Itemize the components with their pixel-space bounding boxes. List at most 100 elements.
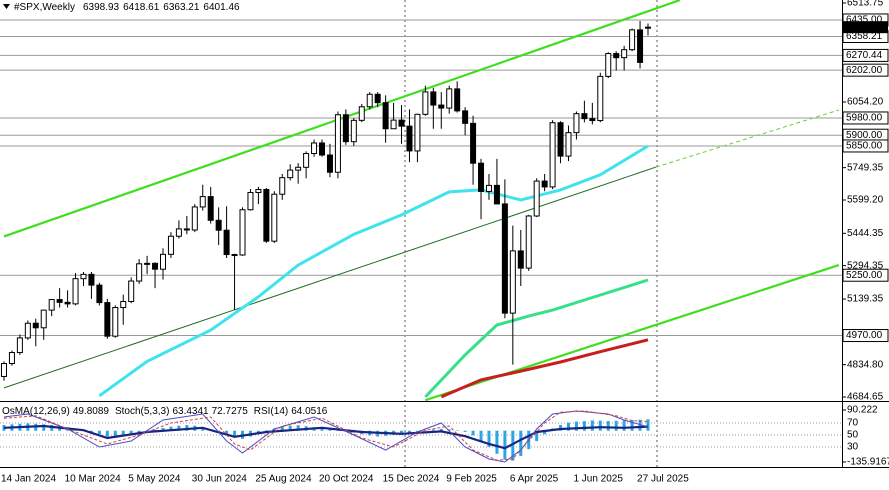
y-tick-label: 5599.20 (847, 195, 884, 206)
candle-body (621, 49, 628, 59)
candle-body (96, 284, 103, 304)
candle-body (152, 262, 159, 270)
trend-line (3, 0, 681, 238)
candle-body (485, 184, 492, 192)
candle-body (342, 114, 349, 143)
candle-body (557, 122, 564, 157)
candle-body (88, 273, 95, 286)
level-label: 5900.00 (846, 130, 883, 141)
osma-bar (463, 430, 467, 432)
candle-body (398, 119, 405, 127)
indicator-header-part: 49.8089 (73, 406, 110, 417)
candle-body (80, 273, 87, 280)
x-tick-label: 27 Jul 2025 (637, 474, 689, 485)
candle-body (32, 322, 39, 329)
level-label: 4970.00 (846, 330, 883, 341)
osma-bar (638, 419, 642, 431)
x-tick-label: 9 Feb 2025 (446, 474, 497, 485)
osma-bar (479, 430, 483, 442)
indicator-tick-label: 30 (847, 442, 859, 453)
x-tick-label: 30 Jun 2024 (192, 474, 247, 485)
candle-body (326, 154, 333, 173)
candle-body (104, 302, 111, 337)
osma-bar (113, 430, 117, 438)
candle-body (24, 322, 31, 339)
osma-bar (535, 430, 539, 442)
candle-body (382, 102, 389, 130)
candle-body (207, 196, 214, 221)
osma-bar (185, 424, 189, 431)
osma-bar (169, 426, 173, 431)
price-label-box (843, 21, 888, 34)
level-label: 5250.00 (846, 270, 883, 281)
candle-body (478, 162, 485, 192)
indicator-header: OsMA(12,26,9) 49.8089 Stoch(5,3,3) 63.4341 7… (2, 406, 328, 417)
candle-body (263, 188, 270, 242)
candle-body (199, 196, 206, 208)
low: 6363.21 (163, 2, 200, 13)
osma-bar (503, 430, 507, 460)
osma-bar (328, 428, 332, 431)
candle-body (223, 229, 230, 256)
level-label: 5980.00 (846, 113, 883, 124)
candle-body (319, 142, 326, 156)
osma-bar (543, 430, 547, 435)
candle-body (462, 110, 469, 124)
candle-body (581, 113, 588, 120)
candle-body (191, 206, 198, 231)
candle-body (525, 215, 532, 269)
candle-body (136, 263, 143, 282)
level-label: 6202.00 (846, 65, 883, 76)
osma-bar (105, 430, 109, 437)
osma-bar (137, 430, 141, 434)
osma-bar (471, 430, 475, 436)
osma-bar (233, 430, 237, 438)
osma-bar (177, 425, 181, 431)
candle-body (72, 278, 79, 305)
candle-body (589, 118, 596, 122)
level-label: 6270.44 (846, 50, 883, 61)
osma-bar (415, 430, 419, 432)
candle-body (613, 53, 620, 59)
osma-bar (431, 429, 435, 431)
candle-body (446, 88, 453, 109)
y-tick-label: 5444.35 (847, 228, 884, 239)
price-label: 6401.46 (846, 22, 883, 33)
moving-average (424, 278, 649, 398)
osma-tick-label: 90.222 (847, 405, 878, 416)
candle-body (167, 235, 174, 255)
x-tick-label: 5 May 2024 (128, 474, 181, 485)
price-plot (0, 0, 840, 401)
osma-bar (153, 429, 157, 431)
x-tick-label: 1 Jun 2025 (573, 474, 623, 485)
candle-body (271, 193, 278, 242)
indicator-header-part: Stoch(5,3,3) (115, 406, 169, 417)
candle-body (120, 300, 127, 309)
menu-icon[interactable] (3, 4, 10, 9)
osma-bar (296, 425, 300, 431)
candle-body (279, 177, 286, 195)
candle-body (303, 153, 310, 168)
candle-body (311, 142, 318, 155)
candle-body (64, 301, 71, 305)
osma-bar (89, 430, 93, 432)
osma-bar (280, 426, 284, 431)
candle-body (239, 209, 246, 256)
candle-body (406, 125, 413, 152)
open: 6398.93 (83, 2, 120, 13)
osma-bar (400, 430, 404, 434)
candle-body (183, 228, 190, 231)
candle-body (597, 75, 604, 122)
x-tick-label: 14 Jan 2024 (1, 474, 56, 485)
high: 6418.61 (123, 2, 160, 13)
osma-bar (646, 419, 650, 431)
osma-bar (582, 421, 586, 431)
indicator-header-part: 64.0516 (291, 406, 328, 417)
y-tick-label: 5294.35 (847, 260, 884, 271)
candle-body (541, 180, 548, 188)
x-tick-label: 20 Oct 2024 (319, 474, 374, 485)
moving-average (98, 144, 649, 398)
indicator-tick-label: 70 (847, 418, 859, 429)
